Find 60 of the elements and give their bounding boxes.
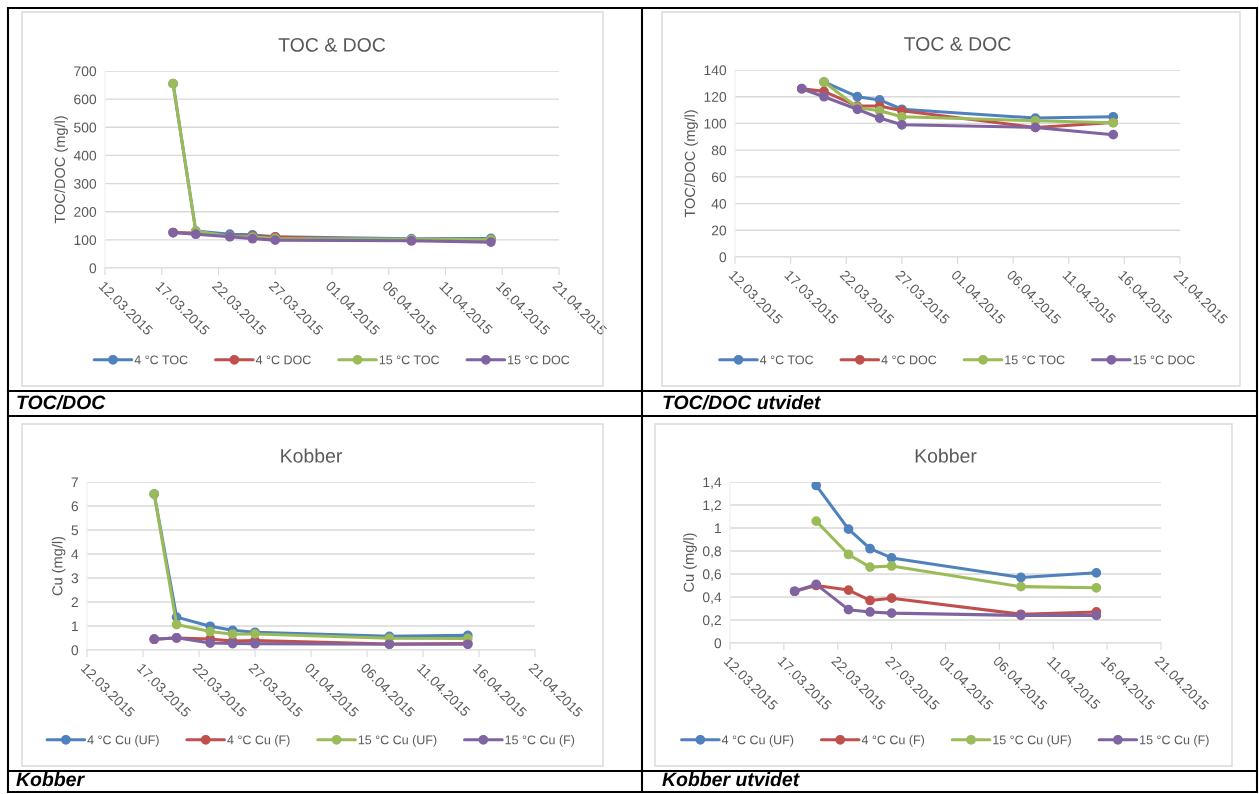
legend-label: 15 °C DOC	[508, 355, 570, 365]
y-tick-label: 0	[89, 263, 97, 274]
legend-label: 4 °C Cu (UF)	[721, 735, 794, 747]
y-tick-label: 1,2	[703, 500, 721, 512]
chart-title: TOC & DOC	[278, 37, 386, 52]
y-tick-label: 0,4	[702, 592, 722, 604]
y-tick-label: 7	[71, 477, 78, 488]
y-tick-label: 400	[73, 150, 97, 161]
y-tick-label: 200	[74, 207, 97, 217]
legend-label: 15 °C TOC	[1005, 355, 1065, 365]
y-tick-label: 120	[704, 92, 727, 102]
legend-label: 4 °C Cu (F)	[861, 735, 925, 747]
y-tick-label: 60	[711, 172, 727, 183]
legend-label: 4 °C Cu (F)	[227, 735, 290, 747]
legend-label: 4 °C DOC	[255, 355, 311, 365]
chart-title: Kobber	[915, 448, 977, 463]
y-tick-label: 100	[704, 118, 727, 129]
y-tick-label: 0,6	[702, 569, 722, 581]
y-tick-label: 1,4	[703, 477, 722, 489]
text: Kobber utvidet	[662, 771, 800, 787]
y-tick-label: 0	[714, 638, 722, 649]
legend-label: 15 °C Cu (F)	[505, 735, 575, 747]
y-tick-label: 700	[74, 66, 97, 77]
y-tick-label: 40	[711, 198, 727, 209]
y-tick-label: 3	[71, 573, 79, 584]
chart-title: TOC & DOC	[904, 36, 1011, 51]
y-tick-label: 5	[71, 525, 79, 536]
text: TOC/DOC utvidet	[663, 394, 822, 410]
y-tick-label: 4	[71, 549, 79, 560]
y-tick-label: 80	[711, 145, 727, 156]
y-tick-label: 0	[71, 645, 79, 656]
y-tick-label: 300	[74, 178, 97, 189]
y-tick-label: 0,8	[702, 546, 722, 558]
legend-label: 4 °C DOC	[881, 355, 937, 365]
text: TOC/DOC	[17, 394, 106, 410]
y-tick-label: 1	[72, 621, 78, 632]
y-tick-label: 500	[74, 122, 97, 133]
legend-label: 15 °C TOC	[379, 355, 440, 365]
y-tick-label: 2	[71, 597, 78, 608]
legend-label: 15 °C Cu (UF)	[993, 735, 1071, 747]
y-tick-label: 0,2	[702, 615, 721, 627]
legend-label: 15 °C DOC	[1133, 355, 1195, 365]
y-axis-title: TOC/DOC (mg/l)	[54, 116, 68, 224]
y-tick-label: 20	[711, 225, 727, 236]
legend-label: 15 °C Cu (F)	[1140, 735, 1209, 747]
y-axis-title: Cu (mg/l)	[683, 533, 697, 592]
y-tick-label: 140	[704, 65, 727, 76]
y-tick-label: 600	[74, 94, 97, 105]
y-axis-title: TOC/DOC (mg/l)	[684, 110, 698, 218]
legend-label: 4 °C Cu (UF)	[87, 735, 159, 747]
y-tick-label: 0	[719, 252, 727, 263]
chart-title: Kobber	[281, 448, 343, 463]
legend-label: 4 °C TOC	[134, 355, 188, 365]
legend-label: 15 °C Cu (UF)	[358, 735, 437, 747]
y-axis-title: Cu (mg/l)	[51, 536, 66, 596]
y-tick-label: 6	[71, 501, 79, 512]
y-tick-label: 100	[74, 235, 97, 246]
y-tick-label: 1	[715, 523, 721, 534]
text: Kobber	[16, 771, 85, 787]
legend-label: 4 °C TOC	[760, 355, 814, 365]
